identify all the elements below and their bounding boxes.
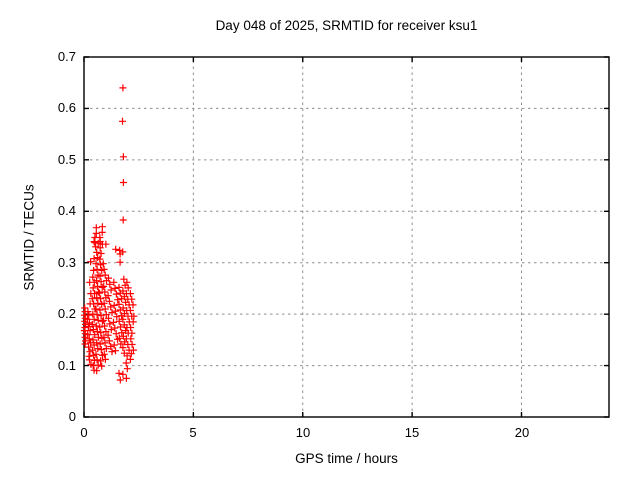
y-tick-label: 0.7 — [57, 49, 76, 64]
x-axis-label: GPS time / hours — [295, 451, 398, 466]
y-tick-label: 0.3 — [57, 255, 76, 270]
y-tick-label: 0.5 — [57, 152, 76, 167]
axis-ticks — [83, 56, 609, 418]
x-tick-label: 15 — [404, 425, 420, 440]
x-tick-label: 5 — [189, 425, 197, 440]
grid-lines — [84, 57, 609, 417]
plot-border — [83, 56, 610, 418]
scatter-points — [80, 84, 138, 384]
y-tick-label: 0.6 — [57, 100, 76, 115]
x-tick-label: 0 — [80, 425, 88, 440]
chart-title: Day 048 of 2025, SRMTID for receiver ksu… — [215, 18, 478, 33]
y-tick-label: 0.4 — [57, 203, 76, 218]
y-tick-label: 0.1 — [57, 358, 76, 373]
y-tick-label: 0 — [68, 409, 76, 424]
y-tick-label: 0.2 — [57, 306, 76, 321]
x-tick-label: 20 — [514, 425, 530, 440]
x-tick-label: 10 — [295, 425, 311, 440]
